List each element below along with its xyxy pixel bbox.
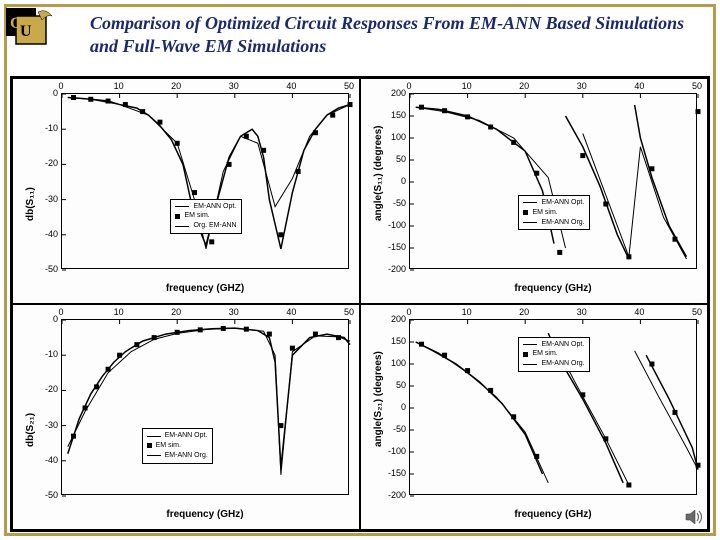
legend-item: EM-ANN Opt. bbox=[147, 431, 208, 441]
legend-item: EM-ANN Opt. bbox=[175, 202, 236, 212]
legend-item: EM-ANN Org. bbox=[523, 218, 584, 228]
plot-area bbox=[61, 319, 349, 495]
legend-label: EM sim. bbox=[156, 441, 181, 451]
legend-item: EM-ANN Org. bbox=[523, 359, 584, 369]
y-tick: -100 bbox=[388, 220, 406, 230]
y-tick: -50 bbox=[393, 198, 406, 208]
chart-grid: 01020304050-50-40-30-20-100frequency (GH… bbox=[10, 76, 710, 532]
chart-topright: 01020304050-200-150-100-50050100150200fr… bbox=[360, 78, 708, 304]
x-tick: 30 bbox=[574, 81, 590, 91]
y-tick: -150 bbox=[388, 468, 406, 478]
y-tick: 0 bbox=[401, 176, 406, 186]
x-axis-label: frequency (GHz) bbox=[503, 509, 603, 520]
x-tick: 10 bbox=[459, 307, 475, 317]
cu-logo: U C bbox=[2, 2, 54, 50]
legend-label: EM-ANN Opt. bbox=[541, 198, 584, 208]
x-tick: 20 bbox=[168, 81, 184, 91]
legend: EM-ANN Opt.EM sim.EM-ANN Org. bbox=[518, 195, 589, 230]
legend-label: EM-ANN Opt. bbox=[165, 431, 208, 441]
y-tick: 150 bbox=[391, 110, 406, 120]
y-tick: 0 bbox=[401, 402, 406, 412]
y-tick: 150 bbox=[391, 336, 406, 346]
x-tick: 40 bbox=[631, 81, 647, 91]
y-tick: -10 bbox=[45, 349, 58, 359]
plot-area bbox=[409, 93, 697, 269]
chart-bottomright: 01020304050-200-150-100-50050100150200fr… bbox=[360, 304, 708, 530]
legend-item: EM-ANN Opt. bbox=[523, 340, 584, 350]
y-tick: -10 bbox=[45, 123, 58, 133]
y-tick: -30 bbox=[45, 420, 58, 430]
legend: EM-ANN Opt.EM sim.EM-ANN Org. bbox=[142, 428, 213, 463]
x-tick: 30 bbox=[226, 307, 242, 317]
legend-item: EM-ANN Opt. bbox=[523, 198, 584, 208]
y-tick: -200 bbox=[388, 264, 406, 274]
y-tick: -30 bbox=[45, 194, 58, 204]
x-tick: 10 bbox=[459, 81, 475, 91]
y-tick: -200 bbox=[388, 490, 406, 500]
page-title: Comparison of Optimized Circuit Response… bbox=[90, 12, 690, 57]
y-axis-label: angle(S₁₁) (degrees) bbox=[373, 125, 384, 221]
legend-item: EM sim. bbox=[147, 441, 208, 451]
legend-item: EM sim. bbox=[523, 349, 584, 359]
legend-item: EM-ANN Org. bbox=[147, 451, 208, 461]
y-axis-label: db(S₂₁) bbox=[25, 413, 36, 447]
legend-item: EM sim. bbox=[523, 208, 584, 218]
chart-bottomleft: 01020304050-50-40-30-20-100frequency (GH… bbox=[12, 304, 360, 530]
y-tick: -50 bbox=[45, 490, 58, 500]
svg-text:U: U bbox=[20, 23, 32, 40]
y-tick: -20 bbox=[45, 384, 58, 394]
x-tick: 30 bbox=[226, 81, 242, 91]
y-tick: 100 bbox=[391, 132, 406, 142]
x-tick: 40 bbox=[283, 81, 299, 91]
x-tick: 50 bbox=[341, 307, 357, 317]
y-tick: 200 bbox=[391, 314, 406, 324]
y-tick: -40 bbox=[45, 455, 58, 465]
y-tick: 0 bbox=[53, 88, 58, 98]
y-tick: 0 bbox=[53, 314, 58, 324]
x-tick: 20 bbox=[168, 307, 184, 317]
y-tick: 50 bbox=[396, 380, 406, 390]
x-tick: 10 bbox=[111, 307, 127, 317]
y-tick: -50 bbox=[45, 264, 58, 274]
legend-label: EM sim. bbox=[532, 349, 557, 359]
x-axis-label: frequency (GHZ) bbox=[155, 283, 255, 294]
x-tick: 10 bbox=[111, 81, 127, 91]
legend-label: Org. EM-ANN bbox=[193, 221, 236, 231]
y-axis-label: db(S₁₁) bbox=[25, 187, 36, 221]
legend: EM-ANN Opt.EM sim.Org. EM-ANN bbox=[170, 199, 241, 234]
x-tick: 50 bbox=[689, 307, 705, 317]
y-tick: 200 bbox=[391, 88, 406, 98]
x-tick: 50 bbox=[689, 81, 705, 91]
x-axis-label: frequency (GHz) bbox=[503, 283, 603, 294]
legend-label: EM sim. bbox=[532, 208, 557, 218]
x-tick: 50 bbox=[341, 81, 357, 91]
plot-area bbox=[61, 93, 349, 269]
y-axis-label: angle(S₂₁) (degrees) bbox=[373, 351, 384, 447]
x-tick: 40 bbox=[631, 307, 647, 317]
legend-item: Org. EM-ANN bbox=[175, 221, 236, 231]
legend-label: EM-ANN Opt. bbox=[193, 202, 236, 212]
x-tick: 40 bbox=[283, 307, 299, 317]
speaker-icon bbox=[684, 508, 706, 526]
y-tick: -100 bbox=[388, 446, 406, 456]
legend: EM-ANN Opt.EM sim.EM-ANN Org. bbox=[518, 337, 589, 372]
legend-label: EM-ANN Opt. bbox=[541, 340, 584, 350]
legend-label: EM-ANN Org. bbox=[541, 218, 584, 228]
y-tick: 50 bbox=[396, 154, 406, 164]
x-axis-label: frequency (GHz) bbox=[155, 509, 255, 520]
x-tick: 30 bbox=[574, 307, 590, 317]
legend-label: EM-ANN Org. bbox=[165, 451, 208, 461]
svg-text:C: C bbox=[10, 15, 22, 32]
x-tick: 20 bbox=[516, 81, 532, 91]
y-tick: -40 bbox=[45, 229, 58, 239]
chart-topleft: 01020304050-50-40-30-20-100frequency (GH… bbox=[12, 78, 360, 304]
x-tick: 20 bbox=[516, 307, 532, 317]
y-tick: -150 bbox=[388, 242, 406, 252]
y-tick: -20 bbox=[45, 158, 58, 168]
legend-label: EM-ANN Org. bbox=[541, 359, 584, 369]
y-tick: 100 bbox=[391, 358, 406, 368]
legend-label: EM sim. bbox=[184, 211, 209, 221]
y-tick: -50 bbox=[393, 424, 406, 434]
legend-item: EM sim. bbox=[175, 211, 236, 221]
